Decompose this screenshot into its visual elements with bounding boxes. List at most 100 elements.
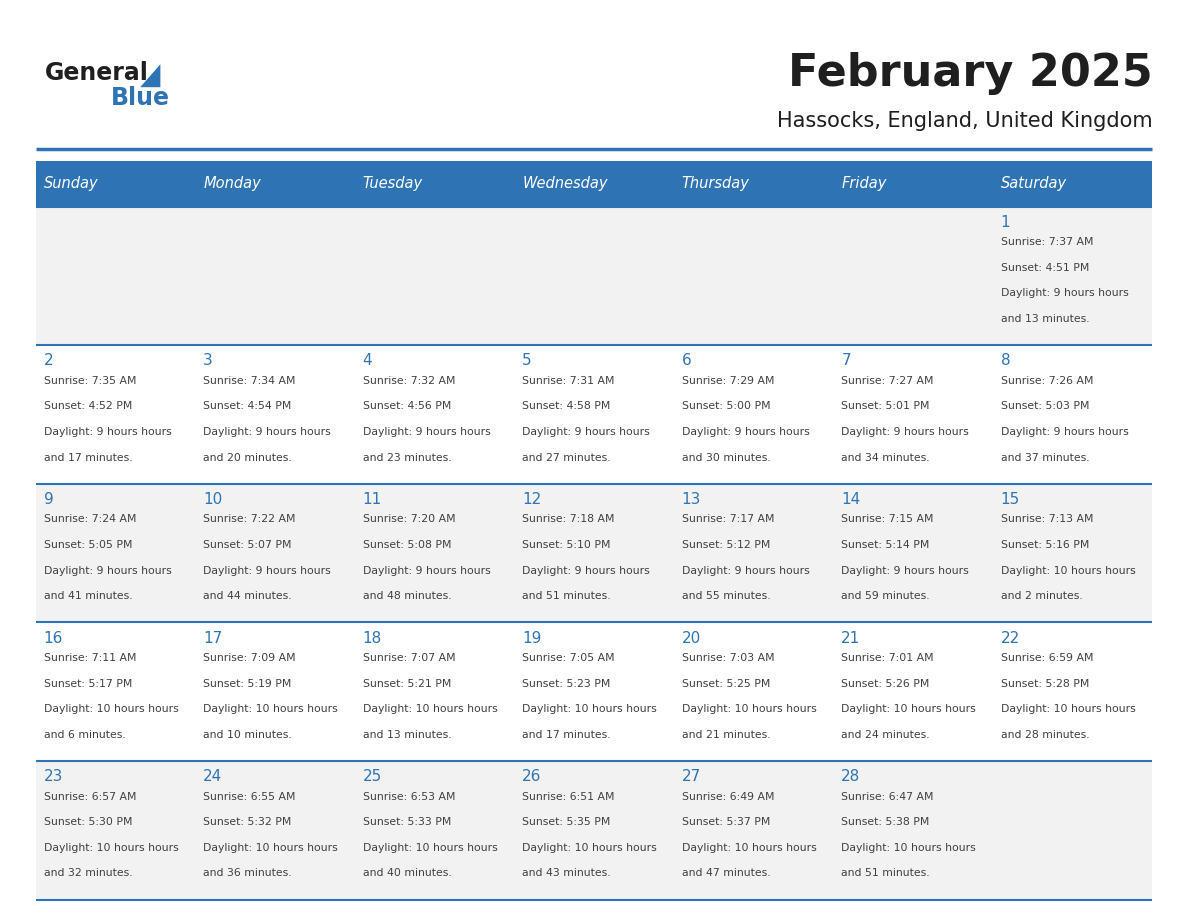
Polygon shape — [140, 64, 160, 87]
Bar — [355, 622, 514, 761]
Text: and 59 minutes.: and 59 minutes. — [841, 591, 930, 601]
Bar — [195, 761, 355, 900]
Text: Sunset: 4:54 PM: Sunset: 4:54 PM — [203, 401, 291, 411]
Text: and 20 minutes.: and 20 minutes. — [203, 453, 292, 463]
Text: Daylight: 9 hours hours: Daylight: 9 hours hours — [362, 565, 491, 576]
Text: Daylight: 10 hours hours: Daylight: 10 hours hours — [682, 704, 816, 714]
Bar — [993, 622, 1152, 761]
Bar — [993, 207, 1152, 345]
Text: Daylight: 10 hours hours: Daylight: 10 hours hours — [1000, 565, 1136, 576]
Text: and 6 minutes.: and 6 minutes. — [44, 730, 126, 740]
Text: Daylight: 10 hours hours: Daylight: 10 hours hours — [362, 843, 498, 853]
Text: and 36 minutes.: and 36 minutes. — [203, 868, 292, 879]
Text: and 40 minutes.: and 40 minutes. — [362, 868, 451, 879]
Text: Daylight: 9 hours hours: Daylight: 9 hours hours — [523, 565, 650, 576]
Bar — [993, 761, 1152, 900]
Bar — [355, 161, 514, 207]
Text: Sunrise: 6:49 AM: Sunrise: 6:49 AM — [682, 791, 775, 801]
Bar — [36, 622, 195, 761]
Text: Sunset: 5:28 PM: Sunset: 5:28 PM — [1000, 678, 1089, 688]
Text: Thursday: Thursday — [682, 176, 750, 191]
Text: and 48 minutes.: and 48 minutes. — [362, 591, 451, 601]
Text: Sunset: 5:10 PM: Sunset: 5:10 PM — [523, 540, 611, 550]
Text: 13: 13 — [682, 492, 701, 507]
Text: and 30 minutes.: and 30 minutes. — [682, 453, 771, 463]
Bar — [195, 345, 355, 484]
Text: and 43 minutes.: and 43 minutes. — [523, 868, 611, 879]
Bar — [514, 207, 674, 345]
Bar — [195, 207, 355, 345]
Text: Sunset: 5:30 PM: Sunset: 5:30 PM — [44, 817, 132, 827]
Text: 16: 16 — [44, 631, 63, 645]
Text: Daylight: 10 hours hours: Daylight: 10 hours hours — [362, 704, 498, 714]
Text: 10: 10 — [203, 492, 222, 507]
Text: Sunset: 5:32 PM: Sunset: 5:32 PM — [203, 817, 291, 827]
Text: and 17 minutes.: and 17 minutes. — [523, 730, 611, 740]
Bar — [833, 761, 993, 900]
Text: 7: 7 — [841, 353, 851, 368]
Text: Sunrise: 7:26 AM: Sunrise: 7:26 AM — [1000, 375, 1093, 386]
Text: Daylight: 9 hours hours: Daylight: 9 hours hours — [44, 427, 171, 437]
Text: 3: 3 — [203, 353, 213, 368]
Bar — [514, 345, 674, 484]
Text: Sunrise: 7:09 AM: Sunrise: 7:09 AM — [203, 653, 296, 663]
Text: 14: 14 — [841, 492, 860, 507]
Text: 12: 12 — [523, 492, 542, 507]
Text: Daylight: 10 hours hours: Daylight: 10 hours hours — [44, 843, 178, 853]
Text: 4: 4 — [362, 353, 372, 368]
Text: Friday: Friday — [841, 176, 886, 191]
Text: and 37 minutes.: and 37 minutes. — [1000, 453, 1089, 463]
Text: Sunset: 4:58 PM: Sunset: 4:58 PM — [523, 401, 611, 411]
Text: Wednesday: Wednesday — [523, 176, 608, 191]
Text: Daylight: 10 hours hours: Daylight: 10 hours hours — [203, 704, 337, 714]
Bar — [674, 761, 833, 900]
Bar — [36, 345, 195, 484]
Text: Sunset: 5:12 PM: Sunset: 5:12 PM — [682, 540, 770, 550]
Text: 9: 9 — [44, 492, 53, 507]
Text: Daylight: 9 hours hours: Daylight: 9 hours hours — [203, 427, 331, 437]
Bar — [36, 484, 195, 622]
Text: 23: 23 — [44, 769, 63, 784]
Text: 15: 15 — [1000, 492, 1020, 507]
Text: Saturday: Saturday — [1000, 176, 1067, 191]
Text: Sunrise: 6:59 AM: Sunrise: 6:59 AM — [1000, 653, 1093, 663]
Text: 1: 1 — [1000, 215, 1011, 230]
Text: and 32 minutes.: and 32 minutes. — [44, 868, 132, 879]
Text: Daylight: 9 hours hours: Daylight: 9 hours hours — [682, 565, 809, 576]
Text: Sunrise: 6:55 AM: Sunrise: 6:55 AM — [203, 791, 296, 801]
Bar — [993, 345, 1152, 484]
Bar — [195, 161, 355, 207]
Text: Sunset: 5:08 PM: Sunset: 5:08 PM — [362, 540, 451, 550]
Text: Sunset: 5:05 PM: Sunset: 5:05 PM — [44, 540, 132, 550]
Bar — [833, 622, 993, 761]
Text: Sunrise: 7:34 AM: Sunrise: 7:34 AM — [203, 375, 296, 386]
Text: 22: 22 — [1000, 631, 1020, 645]
Bar — [355, 345, 514, 484]
Text: Sunrise: 6:47 AM: Sunrise: 6:47 AM — [841, 791, 934, 801]
Bar — [355, 761, 514, 900]
Text: and 13 minutes.: and 13 minutes. — [362, 730, 451, 740]
Text: and 17 minutes.: and 17 minutes. — [44, 453, 132, 463]
Text: Sunset: 5:37 PM: Sunset: 5:37 PM — [682, 817, 770, 827]
Text: and 47 minutes.: and 47 minutes. — [682, 868, 770, 879]
Text: Sunrise: 7:37 AM: Sunrise: 7:37 AM — [1000, 237, 1093, 247]
Text: Daylight: 10 hours hours: Daylight: 10 hours hours — [523, 704, 657, 714]
Bar — [36, 161, 195, 207]
Text: Daylight: 9 hours hours: Daylight: 9 hours hours — [523, 427, 650, 437]
Text: Sunrise: 7:13 AM: Sunrise: 7:13 AM — [1000, 514, 1093, 524]
Text: 5: 5 — [523, 353, 532, 368]
Text: Sunrise: 7:18 AM: Sunrise: 7:18 AM — [523, 514, 614, 524]
Bar — [36, 207, 195, 345]
Bar — [514, 622, 674, 761]
Text: Daylight: 10 hours hours: Daylight: 10 hours hours — [44, 704, 178, 714]
Text: Daylight: 10 hours hours: Daylight: 10 hours hours — [841, 704, 977, 714]
Text: Sunrise: 7:03 AM: Sunrise: 7:03 AM — [682, 653, 775, 663]
Bar — [674, 161, 833, 207]
Text: and 24 minutes.: and 24 minutes. — [841, 730, 930, 740]
Text: Daylight: 9 hours hours: Daylight: 9 hours hours — [362, 427, 491, 437]
Bar — [514, 484, 674, 622]
Text: Sunset: 5:07 PM: Sunset: 5:07 PM — [203, 540, 291, 550]
Text: and 27 minutes.: and 27 minutes. — [523, 453, 611, 463]
Text: 18: 18 — [362, 631, 381, 645]
Bar — [674, 622, 833, 761]
